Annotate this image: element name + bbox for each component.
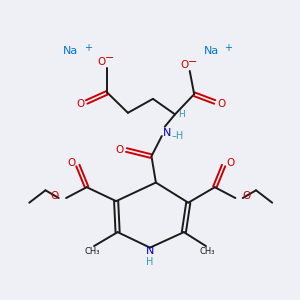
Text: –H: –H (172, 131, 184, 141)
Text: O: O (67, 158, 76, 168)
Text: +: + (224, 43, 232, 53)
Text: CH₃: CH₃ (85, 247, 100, 256)
Text: N: N (163, 128, 171, 138)
Text: O: O (116, 145, 124, 155)
Text: O: O (217, 98, 225, 109)
Text: O: O (243, 191, 251, 202)
Text: Na: Na (204, 46, 220, 56)
Text: O: O (50, 191, 59, 202)
Text: −: − (105, 53, 114, 63)
Text: Na: Na (63, 46, 78, 56)
Text: O: O (180, 60, 189, 70)
Text: +: + (84, 43, 92, 53)
Text: O: O (97, 57, 106, 67)
Text: H: H (178, 110, 185, 119)
Text: N: N (146, 246, 154, 256)
Text: O: O (76, 98, 84, 109)
Text: O: O (226, 158, 234, 168)
Text: CH₃: CH₃ (200, 247, 215, 256)
Text: −: − (188, 57, 197, 67)
Text: H: H (146, 256, 154, 267)
